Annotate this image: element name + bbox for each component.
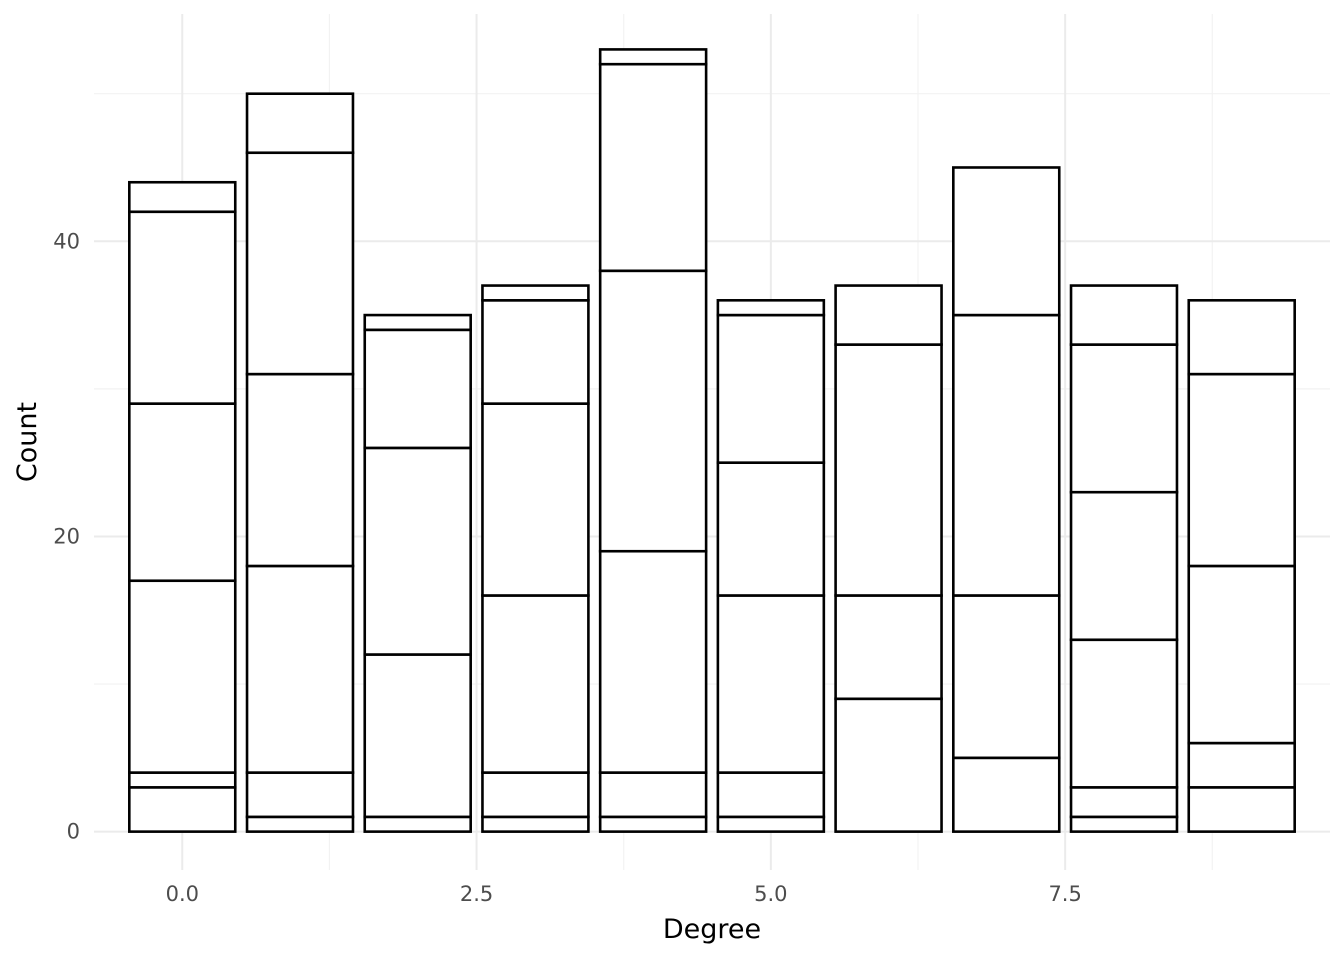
- bar-segment: [598, 815, 708, 833]
- bar-segment: [834, 697, 943, 833]
- bar-stack: [1069, 284, 1179, 833]
- bar-segment: [1069, 786, 1179, 819]
- bar-segment: [245, 372, 355, 568]
- bar-stack: [952, 166, 1061, 833]
- bar-segment: [952, 756, 1061, 833]
- x-tick-label: 2.5: [460, 882, 493, 906]
- bar-segment: [716, 771, 826, 819]
- y-tick-label: 20: [53, 524, 80, 548]
- bar-segment: [481, 815, 590, 833]
- bar-segment: [598, 48, 708, 66]
- bar-segment: [1187, 299, 1296, 376]
- bar-stack: [1187, 299, 1296, 833]
- bar-segment: [1187, 786, 1296, 833]
- bar-stack: [245, 92, 355, 833]
- bar-segment: [481, 299, 590, 405]
- y-tick-label: 40: [53, 229, 80, 253]
- bar-segment: [481, 594, 590, 774]
- bar-segment: [128, 210, 237, 405]
- bar-segment: [363, 446, 472, 656]
- bar-segment: [1187, 372, 1296, 568]
- x-tick-labels: 0.0 2.5 5.0 7.5: [166, 882, 1082, 906]
- x-tick-label: 7.5: [1048, 882, 1081, 906]
- bar-stack: [363, 313, 472, 833]
- bar-segment: [1069, 490, 1179, 642]
- bar-stack: [598, 48, 708, 833]
- bar-stack: [834, 284, 943, 833]
- bar-segment: [1069, 638, 1179, 789]
- bars: [128, 48, 1296, 833]
- bar-segment: [245, 815, 355, 833]
- bar-segment: [1187, 564, 1296, 745]
- bar-segment: [716, 461, 826, 597]
- bar-segment: [1069, 284, 1179, 346]
- bar-segment: [952, 166, 1061, 317]
- bar-segment: [834, 343, 943, 597]
- bar-segment: [128, 402, 237, 583]
- bar-stack: [716, 299, 826, 833]
- bar-segment: [481, 771, 590, 819]
- bar-segment: [598, 549, 708, 774]
- bar-segment: [363, 653, 472, 819]
- bar-segment: [716, 313, 826, 464]
- bar-segment: [834, 284, 943, 346]
- y-tick-label: 0: [67, 820, 80, 844]
- bar-segment: [481, 284, 590, 302]
- x-tick-label: 0.0: [166, 882, 199, 906]
- bar-segment: [128, 180, 237, 214]
- bar-stack: [481, 284, 590, 833]
- bar-segment: [128, 771, 237, 789]
- bar-segment: [363, 328, 472, 450]
- bar-segment: [598, 269, 708, 553]
- x-tick-label: 5.0: [754, 882, 787, 906]
- bar-segment: [363, 815, 472, 833]
- bar-segment: [952, 313, 1061, 597]
- bar-segment: [245, 771, 355, 819]
- bar-segment: [598, 771, 708, 819]
- bar-segment: [1069, 815, 1179, 833]
- bar-segment: [1069, 343, 1179, 494]
- x-axis-title: Degree: [663, 914, 761, 945]
- bar-segment: [952, 594, 1061, 760]
- bar-segment: [481, 402, 590, 597]
- bar-segment: [245, 564, 355, 774]
- bar-segment: [716, 299, 826, 317]
- bar-segment: [128, 786, 237, 833]
- bar-segment: [245, 151, 355, 376]
- bar-segment: [245, 92, 355, 155]
- y-tick-labels: 0 20 40: [53, 229, 80, 843]
- bar-segment: [834, 594, 943, 701]
- bar-segment: [1187, 741, 1296, 789]
- bar-segment: [128, 579, 237, 774]
- y-axis-title: Count: [12, 402, 43, 482]
- bar-segment: [716, 594, 826, 774]
- bar-segment: [363, 313, 472, 332]
- bar-stack: [128, 180, 237, 833]
- bar-segment: [716, 815, 826, 833]
- bar-segment: [598, 62, 708, 273]
